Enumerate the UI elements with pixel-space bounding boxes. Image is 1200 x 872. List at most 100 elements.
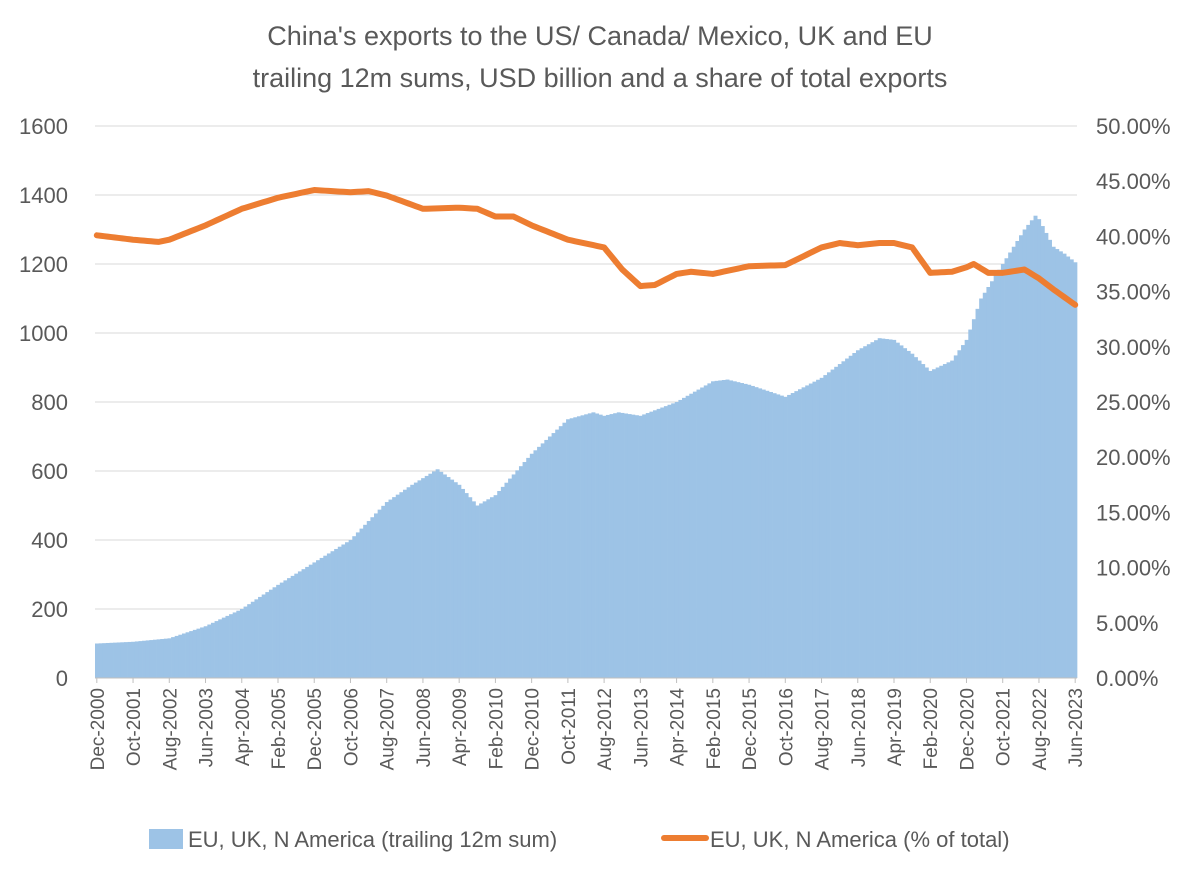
x-tick-label: Feb-2015 <box>704 688 725 769</box>
bar <box>464 493 469 678</box>
x-tick-label: Jun-2018 <box>849 688 870 767</box>
bar <box>816 379 821 678</box>
bar <box>345 542 350 678</box>
bar <box>113 642 118 678</box>
y-left-tick-label: 1200 <box>19 252 68 277</box>
bar <box>805 385 810 678</box>
bar <box>895 342 900 678</box>
bar <box>627 414 632 678</box>
bar <box>928 370 933 678</box>
bar <box>102 643 107 678</box>
bar <box>446 477 451 678</box>
y-left-tick-label: 200 <box>31 597 68 622</box>
bar <box>859 348 864 678</box>
bar <box>395 494 400 678</box>
bar <box>667 404 672 678</box>
bar <box>576 416 581 678</box>
bar <box>700 387 705 678</box>
bar <box>247 604 252 678</box>
x-tick-label: Apr-2019 <box>885 688 906 766</box>
bar <box>932 369 937 678</box>
y-left-tick-label: 400 <box>31 528 68 553</box>
bar <box>761 389 766 678</box>
x-tick-label: Aug-2012 <box>595 688 616 770</box>
bar <box>768 391 773 678</box>
bar <box>123 642 128 678</box>
bar <box>772 393 777 678</box>
bar <box>1026 224 1031 678</box>
bar <box>348 540 353 678</box>
bar <box>609 414 614 678</box>
bar <box>178 634 183 678</box>
bar <box>870 342 875 678</box>
bar <box>732 381 737 678</box>
bar <box>355 532 360 678</box>
bar <box>283 580 288 678</box>
bar <box>297 571 302 678</box>
bar <box>892 339 897 678</box>
bar <box>1066 256 1071 678</box>
bar <box>359 528 364 678</box>
bar <box>569 418 574 678</box>
bar <box>964 339 969 678</box>
bar <box>707 383 712 678</box>
bar <box>819 377 824 678</box>
bar <box>156 639 161 678</box>
bar <box>225 615 230 678</box>
bar <box>783 396 788 678</box>
bar <box>261 594 266 678</box>
y-right-tick-label: 20.00% <box>1096 445 1171 470</box>
x-tick-label: Oct-2011 <box>559 688 580 765</box>
bar <box>917 360 922 678</box>
bar <box>671 403 676 678</box>
bar <box>468 497 473 678</box>
x-tick-label: Jun-2013 <box>631 688 652 767</box>
bar <box>163 638 168 678</box>
bar <box>265 592 270 678</box>
y-left-tick-label: 1600 <box>19 114 68 139</box>
bar <box>714 380 719 678</box>
bar <box>874 340 879 678</box>
y-axis-left-ticks: 0 200 400 600 800 1000 1200 1400 1600 <box>19 114 68 691</box>
bar <box>649 411 654 678</box>
bar <box>460 488 465 678</box>
bar <box>982 292 987 678</box>
bar <box>1062 253 1067 678</box>
bar <box>808 383 813 678</box>
x-tick-label: Feb-2020 <box>921 688 942 769</box>
bar <box>605 414 610 678</box>
bar <box>703 385 708 678</box>
bar <box>551 433 556 678</box>
bar <box>210 622 215 678</box>
bar <box>837 364 842 678</box>
bar <box>323 555 328 678</box>
bar <box>450 479 455 678</box>
bar <box>725 379 730 678</box>
bar <box>229 614 234 678</box>
x-tick-label: Oct-2006 <box>341 688 362 766</box>
bar <box>696 389 701 678</box>
y-right-tick-label: 35.00% <box>1096 280 1171 305</box>
bar <box>921 364 926 678</box>
bar <box>906 350 911 678</box>
y-right-tick-label: 45.00% <box>1096 169 1171 194</box>
bar <box>145 640 150 678</box>
bar <box>138 641 143 678</box>
bar <box>1055 249 1060 679</box>
bar <box>598 414 603 678</box>
bar <box>855 350 860 678</box>
bar <box>877 338 882 678</box>
bar <box>975 308 980 678</box>
x-tick-label: Apr-2004 <box>233 688 254 767</box>
x-tick-label: Jun-2008 <box>414 688 435 767</box>
bar <box>1000 264 1005 678</box>
bar <box>1051 246 1056 678</box>
y-right-tick-label: 50.00% <box>1096 114 1171 139</box>
bar <box>475 505 480 678</box>
bar <box>547 436 552 678</box>
bar <box>939 365 944 678</box>
bar <box>754 387 759 678</box>
bar <box>747 384 752 678</box>
bar <box>997 269 1002 678</box>
bar <box>558 426 563 678</box>
